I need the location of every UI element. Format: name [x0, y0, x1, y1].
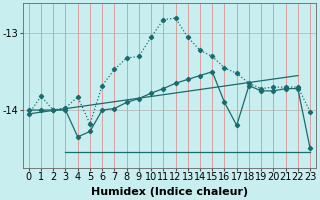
X-axis label: Humidex (Indice chaleur): Humidex (Indice chaleur)	[91, 187, 248, 197]
